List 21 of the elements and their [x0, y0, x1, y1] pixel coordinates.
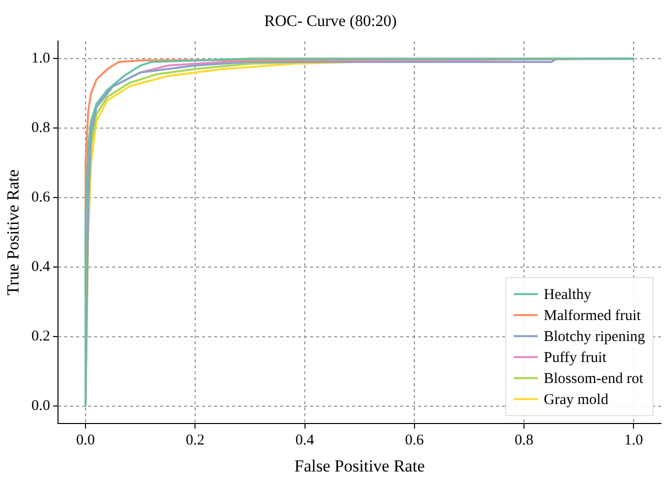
x-axis-title: False Positive Rate: [294, 456, 425, 476]
legend-label: Blossom-end rot: [544, 371, 644, 388]
legend-label: Blotchy ripening: [544, 329, 646, 346]
legend-label: Puffy fruit: [544, 350, 608, 366]
x-tick-label: 0.2: [186, 432, 205, 449]
y-tick-label: 0.6: [31, 190, 51, 206]
legend-label: Gray mold: [544, 392, 609, 408]
y-tick-label: 1.0: [31, 50, 50, 67]
x-tick-label: 0.0: [76, 432, 95, 449]
y-tick-label: 0.2: [31, 328, 50, 345]
y-tick-label: 0.8: [31, 120, 50, 136]
x-tick-label: 0.6: [405, 432, 424, 449]
y-axis-title: True Positive Rate: [4, 169, 23, 296]
x-tick-label: 0.4: [295, 432, 315, 449]
chart-title: ROC- Curve (80:20): [264, 12, 397, 30]
x-tick-label: 0.8: [514, 432, 534, 449]
y-tick-label: 0.0: [31, 398, 50, 414]
y-tick-label: 0.4: [31, 259, 51, 276]
legend-label: Malformed fruit: [544, 308, 642, 324]
legend-label: Healthy: [544, 287, 592, 304]
x-tick-label: 1.0: [624, 432, 643, 449]
